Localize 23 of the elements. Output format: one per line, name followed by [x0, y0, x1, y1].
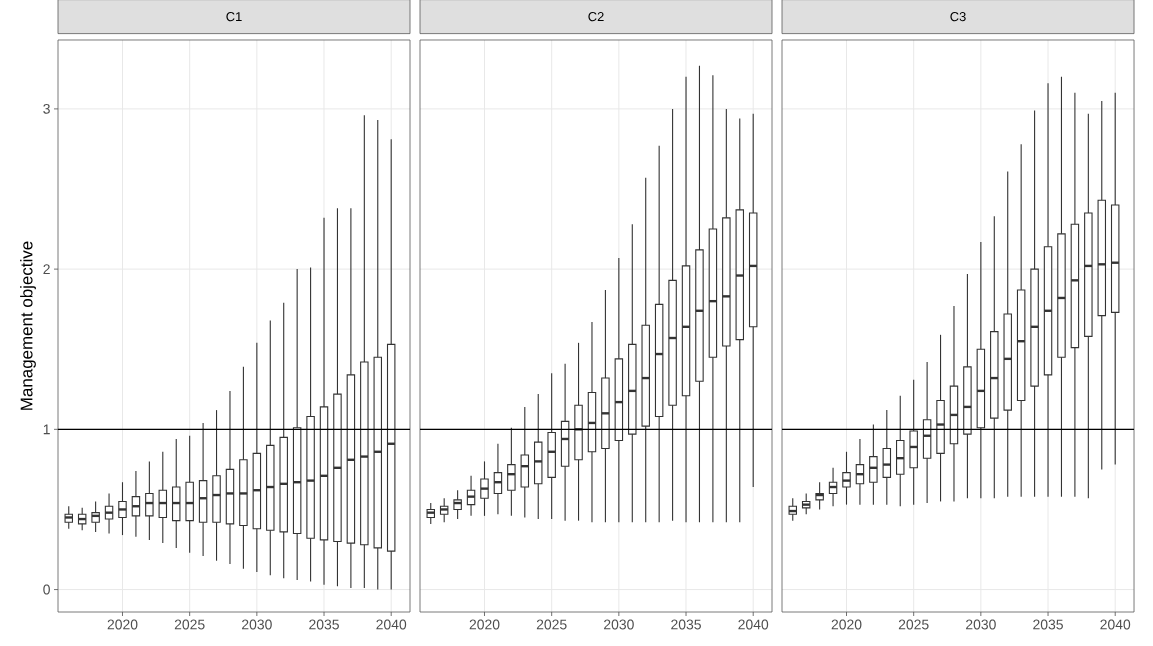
x-tick-label: 2040	[376, 619, 407, 630]
y-tick-label: 3	[43, 103, 50, 114]
x-tick-label: 2035	[309, 619, 339, 630]
x-tick-label: 2030	[604, 619, 634, 630]
y-axis-title: Management objective	[20, 241, 36, 410]
x-tick-label: 2020	[469, 619, 500, 630]
x-tick-label: 2025	[174, 619, 205, 630]
x-tick-label: 2035	[1033, 619, 1063, 630]
chart-title: C2	[588, 12, 604, 22]
x-tick-label: 2035	[671, 619, 701, 630]
x-tick-label: 2025	[536, 619, 567, 630]
x-tick-label: 2025	[898, 619, 929, 630]
x-tick-label: 2040	[1100, 619, 1131, 630]
y-tick-label: 0	[43, 584, 50, 595]
chart-title: C3	[950, 12, 966, 22]
y-tick-label: 2	[43, 264, 50, 274]
x-tick-label: 2030	[242, 619, 272, 630]
y-tick-label: 1	[43, 424, 50, 435]
x-tick-label: 2030	[966, 619, 996, 630]
chart-title: C1	[226, 12, 242, 22]
x-tick-label: 2040	[738, 619, 769, 630]
x-tick-label: 2020	[107, 619, 138, 630]
x-tick-label: 2020	[831, 619, 862, 630]
